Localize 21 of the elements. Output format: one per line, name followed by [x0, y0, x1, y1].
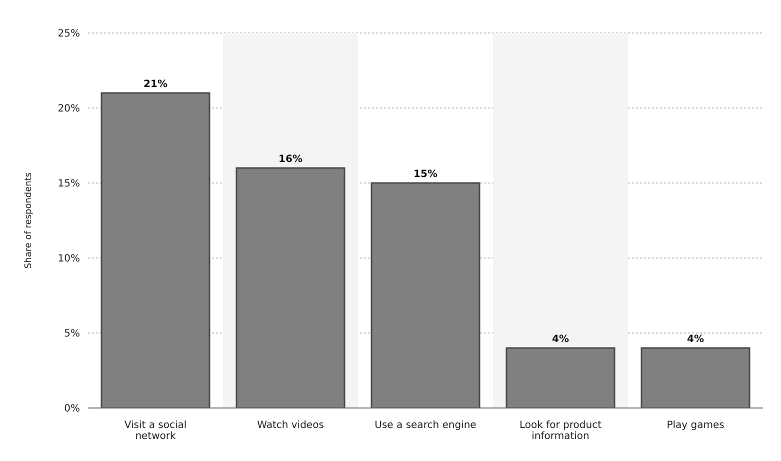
data-label: 15% [414, 169, 438, 180]
y-tick-label: 20% [58, 104, 80, 115]
bar [506, 347, 616, 408]
y-axis-title: Share of respondents [24, 172, 34, 269]
data-label: 4% [687, 334, 704, 345]
x-tick-label: Look for product information [520, 420, 602, 442]
bar [640, 347, 750, 408]
data-label: 4% [552, 334, 569, 345]
data-label: 16% [278, 154, 302, 165]
data-label: 21% [144, 79, 168, 90]
x-tick-label: Visit a social network [124, 420, 187, 442]
bar [100, 92, 210, 408]
bar [370, 182, 480, 408]
y-tick-label: 0% [64, 404, 80, 415]
y-tick-label: 10% [58, 254, 80, 265]
x-tick-label: Use a search engine [374, 420, 476, 431]
x-tick-label: Watch videos [257, 420, 324, 431]
y-tick-label: 25% [58, 28, 80, 40]
y-tick-label: 15% [58, 178, 80, 190]
x-tick-label: Play games [666, 420, 724, 431]
y-tick-label: 5% [64, 328, 80, 340]
